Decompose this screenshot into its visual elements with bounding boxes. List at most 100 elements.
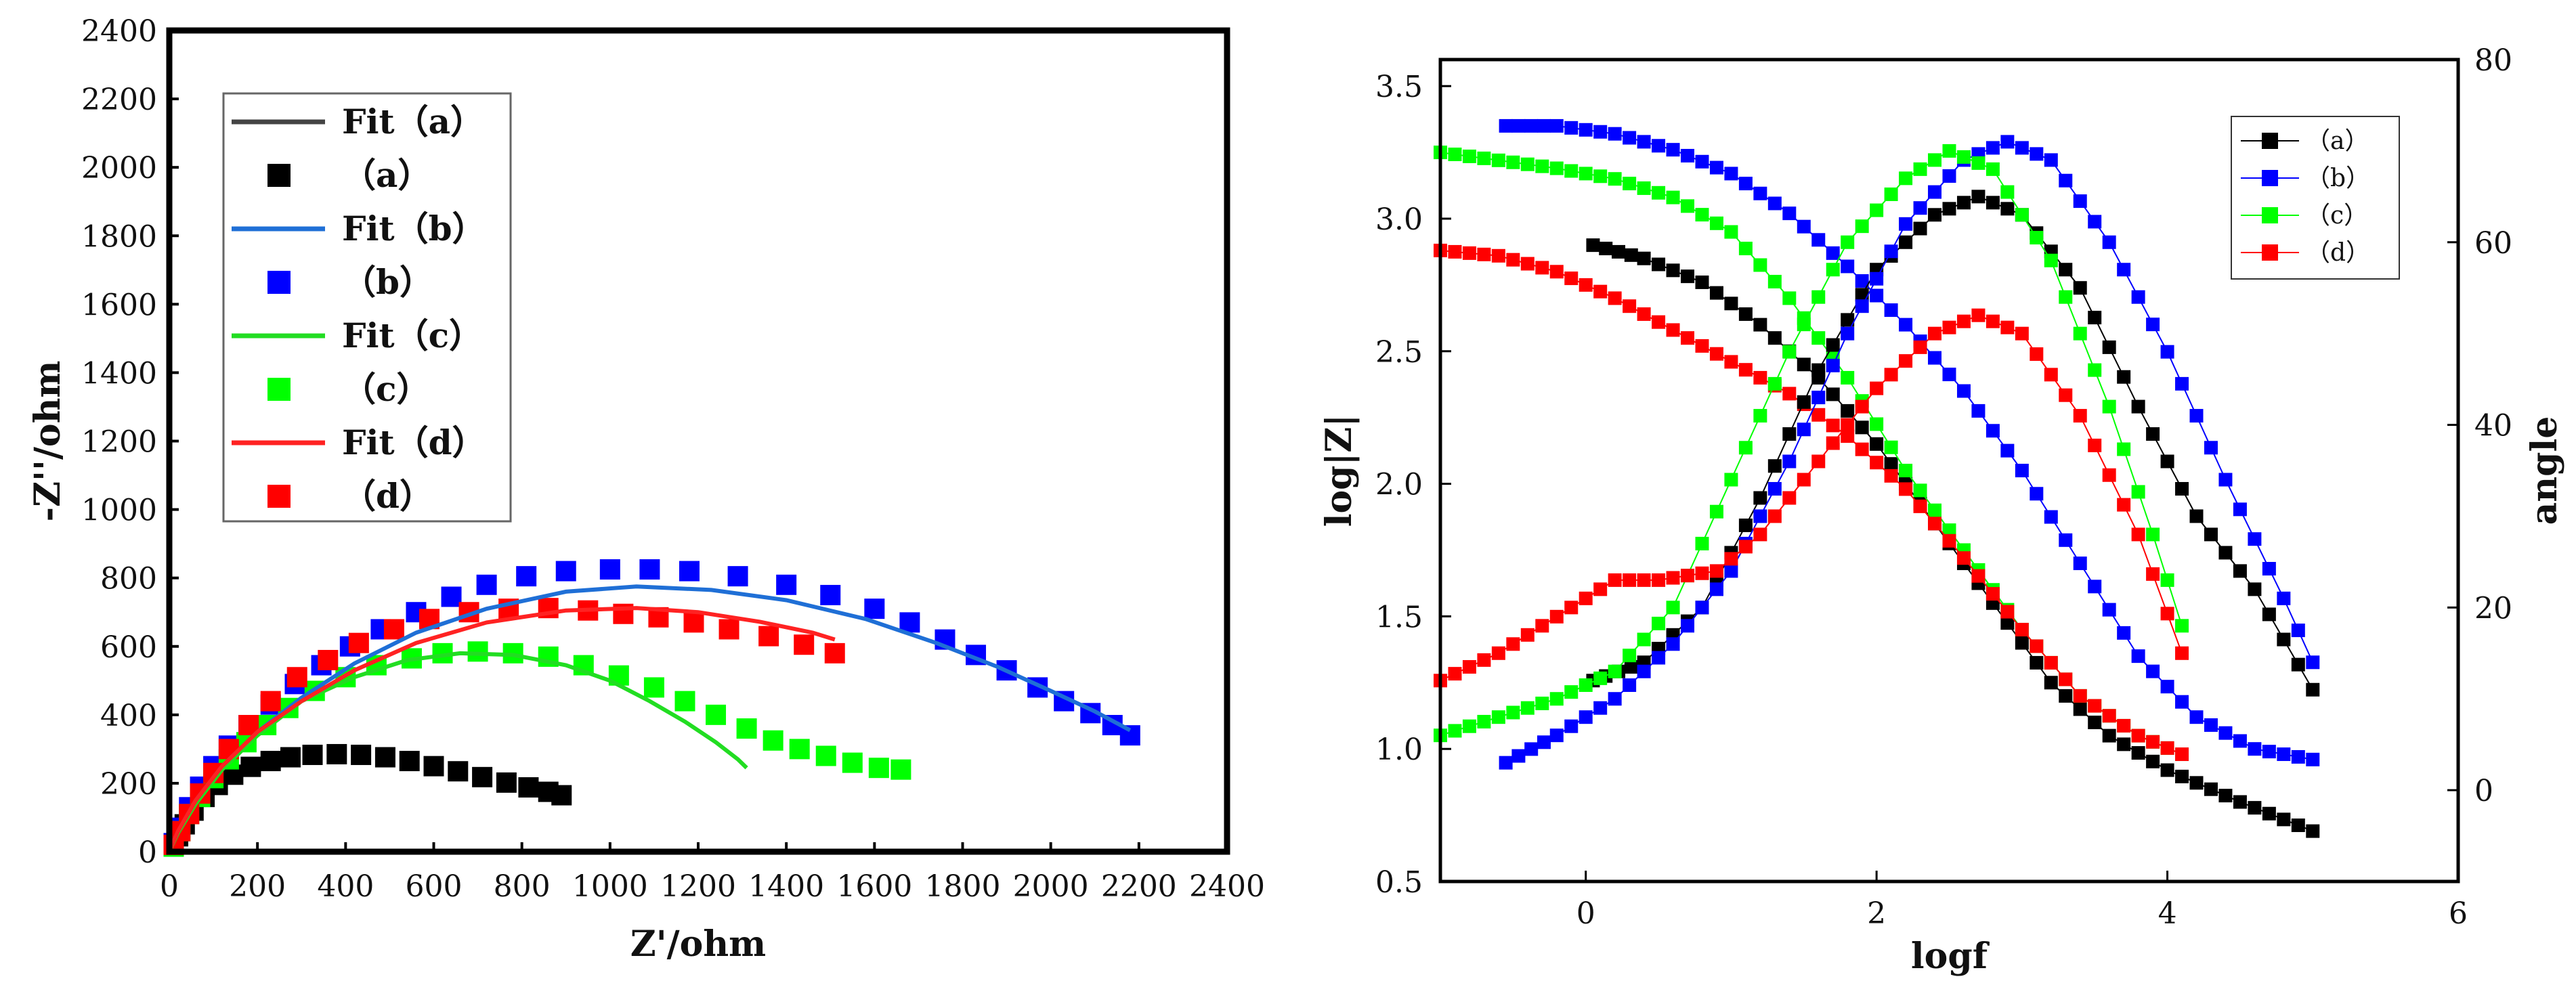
- y-tick-label: 3.0: [1375, 202, 1423, 237]
- data-point: [2160, 454, 2174, 469]
- data-point: [2059, 533, 2073, 547]
- data-point: [1593, 671, 1608, 685]
- data-point: [2044, 368, 2058, 382]
- data-point: [441, 586, 462, 607]
- data-point: [1956, 384, 1971, 398]
- data-point: [1855, 288, 1869, 302]
- data-point: [2088, 438, 2102, 452]
- data-point: [2262, 562, 2276, 576]
- data-point: [706, 704, 727, 725]
- data-point: [2073, 409, 2087, 423]
- data-point: [1637, 181, 1651, 195]
- data-point: [2277, 591, 2291, 605]
- data-point: [467, 641, 488, 662]
- data-point: [1520, 628, 1534, 642]
- data-point: [2204, 782, 2218, 796]
- data-point: [758, 626, 779, 647]
- data-point: [1586, 238, 1600, 253]
- data-point: [1767, 196, 1782, 211]
- data-point: [2044, 153, 2058, 167]
- data-point: [326, 743, 347, 764]
- x-tick-label: 0: [160, 869, 179, 904]
- data-point: [1811, 331, 1826, 345]
- x-tick-label: 800: [494, 869, 551, 904]
- data-point: [2189, 776, 2204, 790]
- data-point: [318, 649, 339, 670]
- data-point: [1797, 473, 1811, 487]
- x-tick-label: 2000: [1013, 869, 1089, 904]
- data-point: [1782, 427, 1797, 441]
- data-point: [1491, 710, 1505, 724]
- data-point: [1767, 274, 1782, 288]
- data-point: [2030, 347, 2044, 362]
- data-point: [1491, 646, 1505, 660]
- data-point: [643, 677, 664, 698]
- data-point: [1826, 246, 1840, 260]
- plot-frame: [166, 27, 1230, 855]
- data-point: [1477, 151, 1491, 165]
- data-point: [2015, 141, 2029, 155]
- data-point: [1767, 331, 1782, 345]
- y-tick-label: 2000: [81, 151, 157, 186]
- data-point: [2175, 695, 2189, 709]
- y-tick-label: 400: [100, 699, 157, 733]
- data-point: [1753, 409, 1767, 423]
- data-point: [1623, 649, 1637, 663]
- y-axis-title: -Z''/ohm: [27, 361, 68, 522]
- data-point: [1928, 208, 1942, 222]
- x-tick-label: 400: [317, 869, 374, 904]
- data-point: [1738, 363, 1753, 377]
- fit-line-fit-d: [167, 606, 836, 853]
- data-point: [1782, 387, 1797, 401]
- data-point: [1826, 338, 1840, 352]
- data-point: [1535, 619, 1549, 633]
- data-point: [1608, 692, 1622, 706]
- data-point: [2277, 632, 2291, 647]
- data-point: [1899, 171, 1913, 186]
- data-point: [2248, 801, 2262, 815]
- y-tick-label: 1.0: [1375, 733, 1423, 767]
- y-tick-label: 1600: [81, 288, 157, 322]
- data-point: [280, 747, 301, 768]
- data-point: [1695, 208, 1709, 222]
- data-point: [302, 744, 323, 765]
- data-point: [1753, 318, 1767, 332]
- data-point: [1782, 206, 1797, 221]
- data-point: [679, 561, 700, 582]
- data-point: [2030, 639, 2044, 653]
- data-point: [1564, 271, 1579, 286]
- x-tick-label: 1000: [572, 869, 648, 904]
- data-point: [2015, 208, 2029, 222]
- data-point: [2117, 442, 2131, 456]
- legend-label-fit-d: Fit（d）: [342, 422, 486, 462]
- data-point: [1695, 339, 1709, 353]
- data-point: [2233, 564, 2247, 578]
- series-d-log-z: [1434, 243, 2189, 762]
- data-point: [683, 612, 704, 633]
- data-point: [1637, 573, 1651, 587]
- data-point: [1971, 156, 1985, 170]
- data-point: [763, 730, 783, 751]
- data-point: [2204, 527, 2218, 542]
- data-point: [2015, 636, 2029, 650]
- data-point: [2044, 510, 2058, 524]
- legend-marker-c: [267, 378, 291, 401]
- data-point: [2117, 263, 2131, 277]
- data-point: [2306, 824, 2320, 838]
- data-point: [2044, 676, 2058, 690]
- data-point: [1753, 527, 1767, 542]
- data-point: [1782, 345, 1797, 359]
- data-point: [1448, 724, 1462, 738]
- data-point: [794, 634, 815, 655]
- data-point: [1608, 664, 1622, 678]
- data-point: [1826, 418, 1840, 433]
- data-point: [1870, 381, 1884, 395]
- data-point: [448, 761, 469, 782]
- data-point: [1652, 257, 1666, 271]
- data-point: [1855, 399, 1869, 414]
- data-point: [1738, 242, 1753, 256]
- data-point: [1797, 357, 1811, 372]
- data-point: [1724, 355, 1738, 369]
- data-point: [1738, 518, 1753, 532]
